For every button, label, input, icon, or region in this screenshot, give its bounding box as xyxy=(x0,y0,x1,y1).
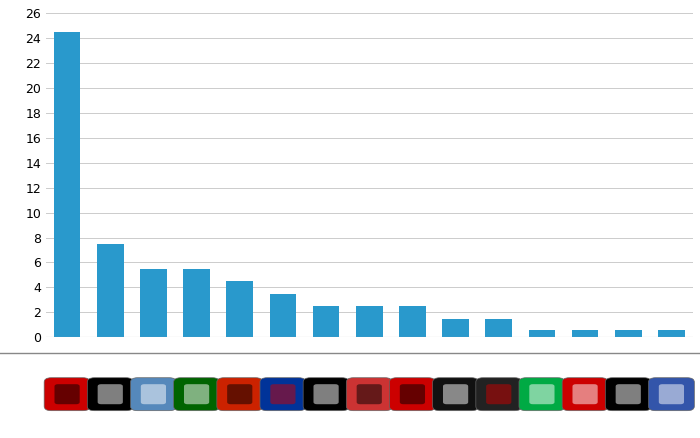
FancyBboxPatch shape xyxy=(44,378,90,411)
FancyBboxPatch shape xyxy=(346,378,392,411)
FancyBboxPatch shape xyxy=(130,378,176,411)
FancyBboxPatch shape xyxy=(217,378,262,411)
Bar xyxy=(270,293,296,337)
FancyBboxPatch shape xyxy=(476,378,522,411)
FancyBboxPatch shape xyxy=(562,378,608,411)
Bar xyxy=(399,306,426,337)
FancyBboxPatch shape xyxy=(659,384,684,404)
Bar xyxy=(572,330,598,337)
FancyBboxPatch shape xyxy=(573,384,598,404)
FancyBboxPatch shape xyxy=(443,384,468,404)
FancyBboxPatch shape xyxy=(519,378,565,411)
Bar xyxy=(356,306,383,337)
FancyBboxPatch shape xyxy=(529,384,554,404)
Bar xyxy=(658,330,685,337)
Bar xyxy=(442,318,469,337)
Bar xyxy=(313,306,340,337)
FancyBboxPatch shape xyxy=(98,384,123,404)
Bar xyxy=(140,268,167,337)
Bar xyxy=(97,244,124,337)
FancyBboxPatch shape xyxy=(141,384,166,404)
FancyBboxPatch shape xyxy=(270,384,295,404)
Bar xyxy=(615,330,642,337)
Bar xyxy=(485,318,512,337)
FancyBboxPatch shape xyxy=(88,378,133,411)
FancyBboxPatch shape xyxy=(606,378,651,411)
FancyBboxPatch shape xyxy=(357,384,382,404)
FancyBboxPatch shape xyxy=(260,378,306,411)
FancyBboxPatch shape xyxy=(55,384,80,404)
FancyBboxPatch shape xyxy=(400,384,425,404)
FancyBboxPatch shape xyxy=(303,378,349,411)
FancyBboxPatch shape xyxy=(486,384,511,404)
FancyBboxPatch shape xyxy=(389,378,435,411)
Bar xyxy=(183,268,210,337)
Bar xyxy=(54,32,80,337)
Bar xyxy=(226,281,253,337)
FancyBboxPatch shape xyxy=(227,384,253,404)
FancyBboxPatch shape xyxy=(616,384,641,404)
Bar xyxy=(528,330,555,337)
FancyBboxPatch shape xyxy=(433,378,479,411)
FancyBboxPatch shape xyxy=(648,378,694,411)
FancyBboxPatch shape xyxy=(314,384,339,404)
FancyBboxPatch shape xyxy=(174,378,220,411)
FancyBboxPatch shape xyxy=(184,384,209,404)
